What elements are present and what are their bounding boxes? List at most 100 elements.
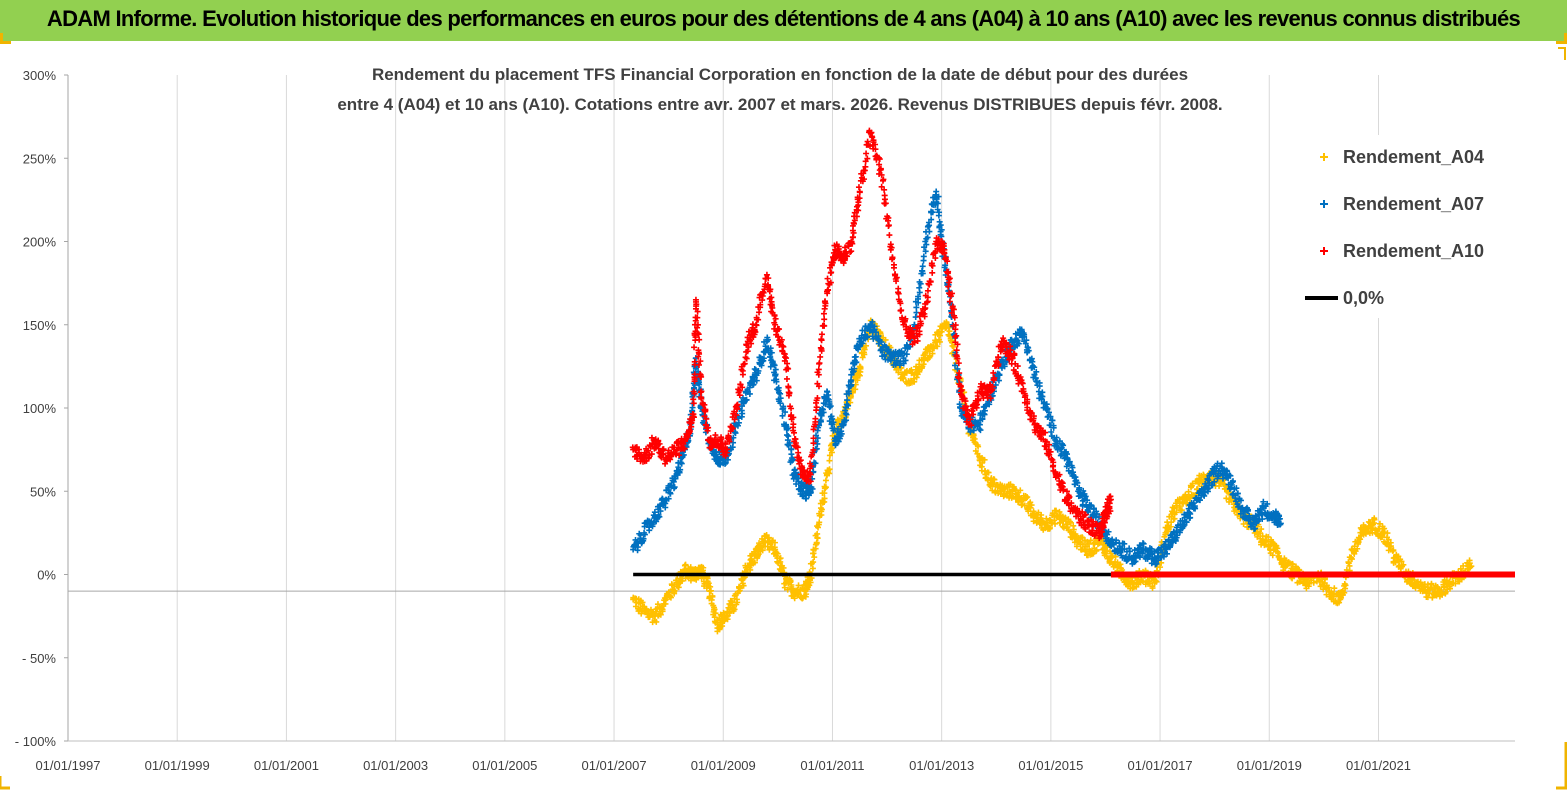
x-tick-label: 01/01/1997 [35, 758, 100, 773]
data-point [855, 184, 862, 191]
data-point [1107, 493, 1114, 500]
data-point [1058, 479, 1065, 486]
data-point [765, 275, 772, 282]
data-point [1022, 340, 1029, 347]
data-point [981, 407, 988, 414]
page-title: ADAM Informe. Evolution historique des p… [46, 6, 1521, 31]
data-point [756, 309, 763, 316]
corner-mark-bottom-right [1556, 742, 1567, 790]
data-point [1166, 544, 1173, 551]
axes: 01/01/1997 01/01/1999 01/01/2001 01/01/2003… [15, 68, 1515, 773]
legend-swatch [1320, 200, 1328, 208]
data-point [776, 326, 783, 333]
data-point [722, 441, 729, 448]
data-point [885, 222, 892, 229]
data-point [936, 209, 943, 216]
data-point [861, 176, 868, 183]
data-point [1073, 543, 1080, 550]
data-point [694, 314, 701, 321]
data-point [1028, 409, 1035, 416]
data-point [694, 321, 701, 328]
data-point [695, 361, 702, 368]
data-point [873, 329, 880, 336]
data-point [945, 283, 952, 290]
data-point [867, 143, 874, 150]
data-point [645, 447, 652, 454]
data-point [751, 559, 758, 566]
data-point [820, 409, 827, 416]
data-point [922, 248, 929, 255]
data-point [882, 336, 889, 343]
data-point [705, 580, 712, 587]
data-point [757, 304, 764, 311]
data-point [1321, 576, 1328, 583]
data-point [1219, 475, 1226, 482]
data-point [815, 366, 822, 373]
data-point [995, 361, 1002, 368]
data-point [693, 298, 700, 305]
data-point [698, 395, 705, 402]
x-tick-label: 01/01/2011 [800, 758, 864, 773]
data-point [859, 340, 866, 347]
data-point [1088, 502, 1095, 509]
series-layer [629, 127, 1515, 635]
data-point [1357, 536, 1364, 543]
data-point [808, 453, 815, 460]
data-point [929, 209, 936, 216]
data-point [730, 605, 737, 612]
data-point [665, 589, 672, 596]
data-point [722, 452, 729, 459]
data-point [1042, 429, 1049, 436]
data-point [900, 360, 907, 367]
data-point [772, 315, 779, 322]
legend-label: 0,0% [1343, 288, 1384, 308]
data-point [841, 244, 848, 251]
data-point [722, 459, 729, 466]
data-point [692, 334, 699, 341]
data-point [807, 490, 814, 497]
data-point [996, 371, 1003, 378]
data-point [774, 550, 781, 557]
data-point [929, 269, 936, 276]
data-point [686, 427, 693, 434]
data-point [785, 383, 792, 390]
data-point [797, 457, 804, 464]
data-point [1211, 478, 1218, 485]
data-point [649, 523, 656, 530]
data-point [653, 518, 660, 525]
data-point [936, 338, 943, 345]
data-point [916, 368, 923, 375]
data-point [849, 240, 856, 247]
y-tick-label: 50% [30, 484, 56, 499]
data-point [870, 137, 877, 144]
data-point [895, 296, 902, 303]
data-point [1107, 508, 1114, 515]
data-point [882, 200, 889, 207]
data-point [868, 133, 875, 140]
data-point [1411, 577, 1418, 584]
data-point [955, 360, 962, 367]
data-point [949, 303, 956, 310]
data-point [856, 195, 863, 202]
data-point [737, 381, 744, 388]
data-point [938, 226, 945, 233]
data-point [769, 304, 776, 311]
data-point [1165, 536, 1172, 543]
data-point [816, 519, 823, 526]
data-point [946, 279, 953, 286]
data-point [1073, 479, 1080, 486]
data-point [850, 229, 857, 236]
data-point [1252, 525, 1259, 532]
data-point [977, 427, 984, 434]
data-point [1066, 458, 1073, 465]
data-point [1065, 467, 1072, 474]
data-point [1019, 380, 1026, 387]
data-point [731, 416, 738, 423]
data-point [670, 478, 677, 485]
data-point [944, 258, 951, 265]
data-point [747, 556, 754, 563]
data-point [1100, 524, 1107, 531]
data-point [855, 343, 862, 350]
data-point [940, 243, 947, 250]
data-point [694, 330, 701, 337]
